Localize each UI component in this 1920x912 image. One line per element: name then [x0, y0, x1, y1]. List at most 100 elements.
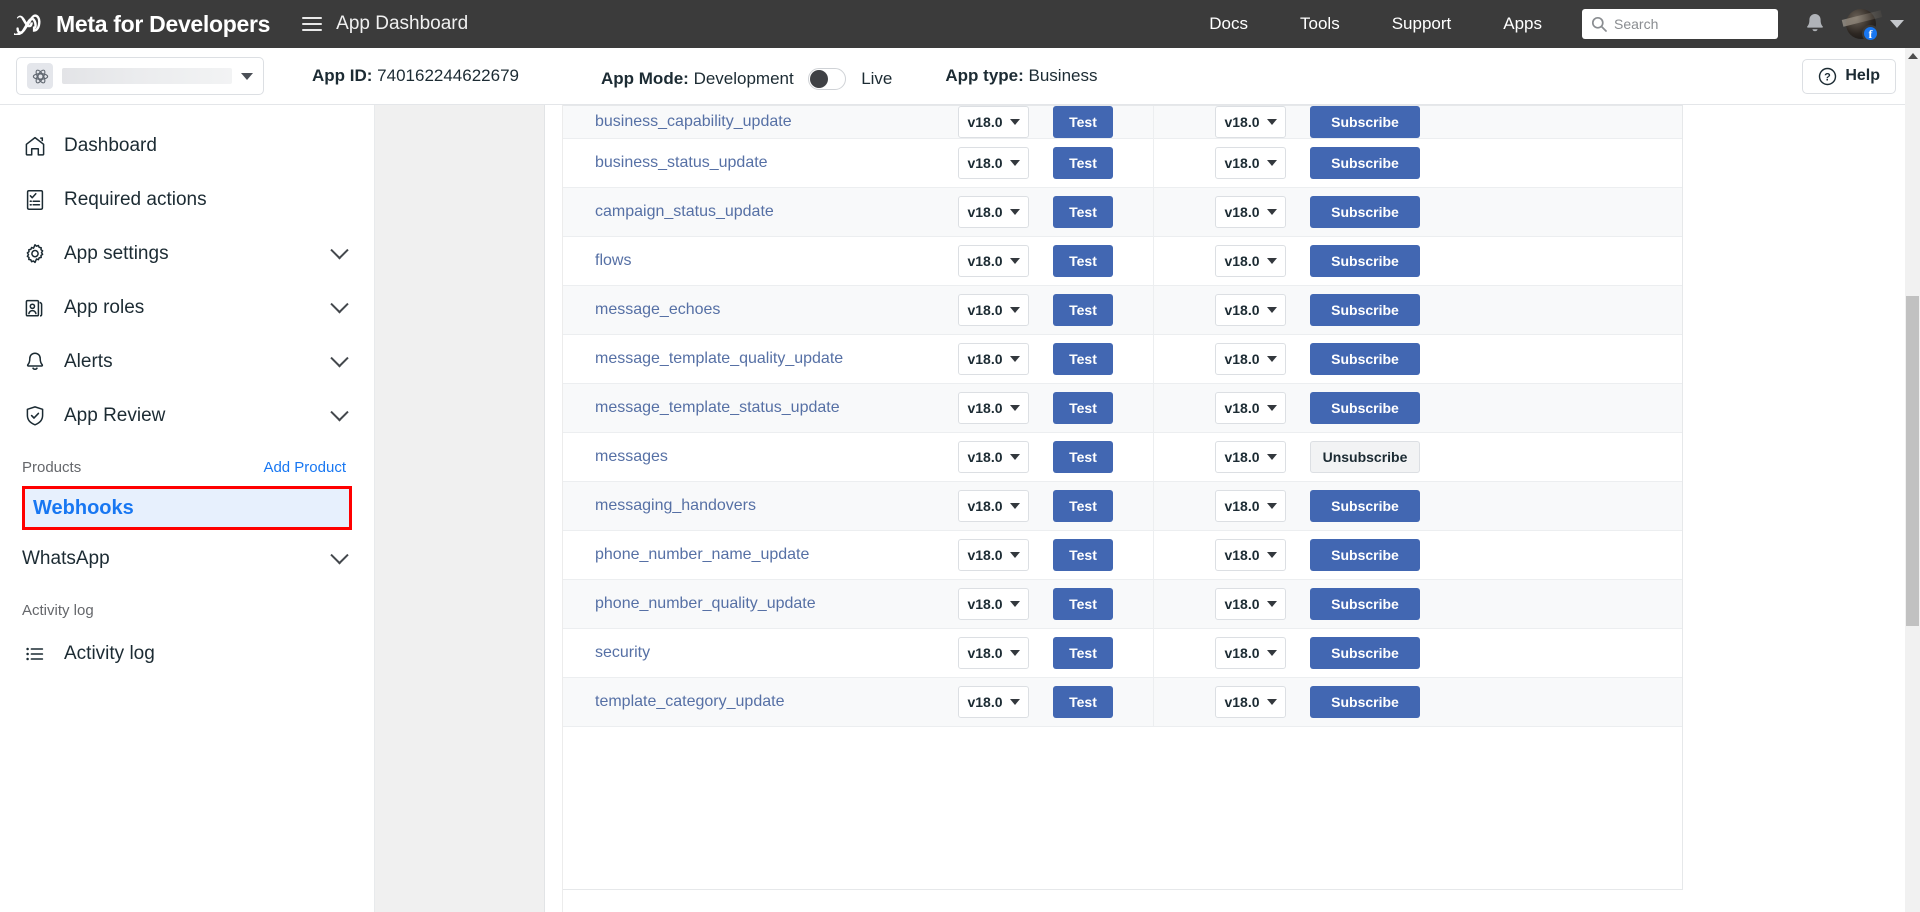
subscribe-button[interactable]: Subscribe	[1310, 245, 1420, 277]
subscribe-version-select[interactable]: v18.0	[1215, 294, 1286, 326]
subscribe-version-select[interactable]: v18.0	[1215, 392, 1286, 424]
subscribe-version-select[interactable]: v18.0	[1215, 343, 1286, 375]
app-mode-toggle[interactable]	[808, 67, 847, 90]
subscribe-version-select[interactable]: v18.0	[1215, 441, 1286, 473]
subscribe-version-select[interactable]: v18.0	[1215, 106, 1286, 138]
nav-link-tools[interactable]: Tools	[1300, 14, 1340, 33]
webhook-field-link[interactable]: messages	[595, 448, 668, 465]
subscribe-version-select[interactable]: v18.0	[1215, 637, 1286, 669]
add-product-link[interactable]: Add Product	[263, 459, 346, 476]
webhook-field-link[interactable]: flows	[595, 252, 632, 269]
test-button[interactable]: Test	[1053, 637, 1113, 669]
test-version-select[interactable]: v18.0	[958, 441, 1029, 473]
subscribe-button[interactable]: Subscribe	[1310, 637, 1420, 669]
webhook-field-link[interactable]: business_status_update	[595, 154, 768, 171]
test-version-select[interactable]: v18.0	[958, 147, 1029, 179]
webhook-field-link[interactable]: messaging_handovers	[595, 497, 756, 514]
sidebar-item-dashboard[interactable]: Dashboard	[0, 119, 374, 173]
test-version-select[interactable]: v18.0	[958, 686, 1029, 718]
webhook-field-link[interactable]: message_template_status_update	[595, 399, 840, 416]
test-version-select[interactable]: v18.0	[958, 588, 1029, 620]
subscribe-button[interactable]: Subscribe	[1310, 147, 1420, 179]
subscribe-version-value: v18.0	[1224, 204, 1260, 220]
test-version-select[interactable]: v18.0	[958, 539, 1029, 571]
test-version-select[interactable]: v18.0	[958, 294, 1029, 326]
test-version-select[interactable]: v18.0	[958, 196, 1029, 228]
webhook-field-link[interactable]: message_template_quality_update	[595, 350, 844, 367]
webhook-field-link[interactable]: phone_number_name_update	[595, 546, 810, 563]
sidebar-item-whatsapp[interactable]: WhatsApp	[0, 532, 374, 586]
subscribe-button[interactable]: Subscribe	[1310, 196, 1420, 228]
webhook-field-link[interactable]: message_echoes	[595, 301, 721, 318]
test-button[interactable]: Test	[1053, 539, 1113, 571]
app-selector-dropdown[interactable]	[16, 57, 264, 95]
chevron-down-icon	[330, 402, 349, 421]
webhook-field-link[interactable]: phone_number_quality_update	[595, 595, 816, 612]
sidebar-item-app-review[interactable]: App Review	[0, 389, 374, 443]
sidebar-item-required-actions[interactable]: Required actions	[0, 173, 374, 227]
test-button[interactable]: Test	[1053, 343, 1113, 375]
test-version-select[interactable]: v18.0	[958, 106, 1029, 138]
subscribe-version-select[interactable]: v18.0	[1215, 490, 1286, 522]
subscribe-button[interactable]: Subscribe	[1310, 588, 1420, 620]
search-box[interactable]: Search	[1582, 9, 1778, 39]
avatar[interactable]: f	[1846, 9, 1879, 42]
sidebar-item-alerts[interactable]: Alerts	[0, 335, 374, 389]
help-button[interactable]: ? Help	[1802, 58, 1896, 94]
test-button[interactable]: Test	[1053, 588, 1113, 620]
unsubscribe-button[interactable]: Unsubscribe	[1310, 441, 1420, 473]
scrollbar-up-arrow[interactable]	[1905, 48, 1920, 64]
webhook-field-link[interactable]: security	[595, 644, 651, 661]
subscribe-button[interactable]: Subscribe	[1310, 343, 1420, 375]
test-version-value: v18.0	[967, 351, 1003, 367]
subscribe-button[interactable]: Subscribe	[1310, 392, 1420, 424]
hamburger-icon[interactable]	[302, 17, 323, 31]
sidebar-item-webhooks[interactable]: Webhooks	[22, 486, 352, 530]
webhook-field-link[interactable]: campaign_status_update	[595, 203, 774, 220]
test-button[interactable]: Test	[1053, 294, 1113, 326]
test-button[interactable]: Test	[1053, 490, 1113, 522]
test-version-select[interactable]: v18.0	[958, 637, 1029, 669]
webhook-field-link[interactable]: business_capability_update	[595, 113, 792, 130]
test-button[interactable]: Test	[1053, 245, 1113, 277]
account-chevron-down-icon[interactable]	[1890, 20, 1904, 28]
products-section-header: Products Add Product	[0, 443, 374, 484]
test-version-value: v18.0	[967, 302, 1003, 318]
subscribe-version-select[interactable]: v18.0	[1215, 196, 1286, 228]
notifications-bell-icon[interactable]	[1804, 12, 1826, 36]
test-version-select[interactable]: v18.0	[958, 490, 1029, 522]
subscribe-button[interactable]: Subscribe	[1310, 686, 1420, 718]
sidebar-item-app-settings[interactable]: App settings	[0, 227, 374, 281]
subscribe-version-select[interactable]: v18.0	[1215, 245, 1286, 277]
subscribe-version-select[interactable]: v18.0	[1215, 539, 1286, 571]
chevron-down-icon	[1009, 454, 1020, 460]
test-button[interactable]: Test	[1053, 441, 1113, 473]
test-button[interactable]: Test	[1053, 147, 1113, 179]
test-version-select[interactable]: v18.0	[958, 245, 1029, 277]
test-button[interactable]: Test	[1053, 686, 1113, 718]
subscribe-button[interactable]: Subscribe	[1310, 490, 1420, 522]
test-button[interactable]: Test	[1053, 106, 1113, 138]
subscribe-button[interactable]: Subscribe	[1310, 106, 1420, 138]
subscribe-button[interactable]: Subscribe	[1310, 539, 1420, 571]
subscribe-version-select[interactable]: v18.0	[1215, 588, 1286, 620]
scrollbar-thumb[interactable]	[1906, 296, 1919, 626]
test-button[interactable]: Test	[1053, 392, 1113, 424]
test-version-select[interactable]: v18.0	[958, 392, 1029, 424]
nav-link-support[interactable]: Support	[1391, 14, 1452, 33]
subscribe-version-select[interactable]: v18.0	[1215, 147, 1286, 179]
test-version-select[interactable]: v18.0	[958, 343, 1029, 375]
page-scrollbar[interactable]	[1905, 48, 1920, 912]
sidebar-item-activity-log[interactable]: Activity log	[0, 627, 374, 681]
nav-link-docs[interactable]: Docs	[1209, 14, 1249, 33]
subscribe-version-select[interactable]: v18.0	[1215, 686, 1286, 718]
webhook-field-link[interactable]: template_category_update	[595, 693, 785, 710]
test-button[interactable]: Test	[1053, 196, 1113, 228]
webhook-field-cell: template_category_update	[563, 677, 958, 727]
subscribe-button-cell: Subscribe	[1310, 138, 1460, 188]
table-row: message_template_quality_update v18.0 Test…	[563, 334, 1682, 384]
nav-link-apps[interactable]: Apps	[1503, 14, 1542, 33]
subscribe-button[interactable]: Subscribe	[1310, 294, 1420, 326]
sidebar-item-app-roles[interactable]: App roles	[0, 281, 374, 335]
brand-logo[interactable]: Meta for Developers	[0, 11, 270, 38]
